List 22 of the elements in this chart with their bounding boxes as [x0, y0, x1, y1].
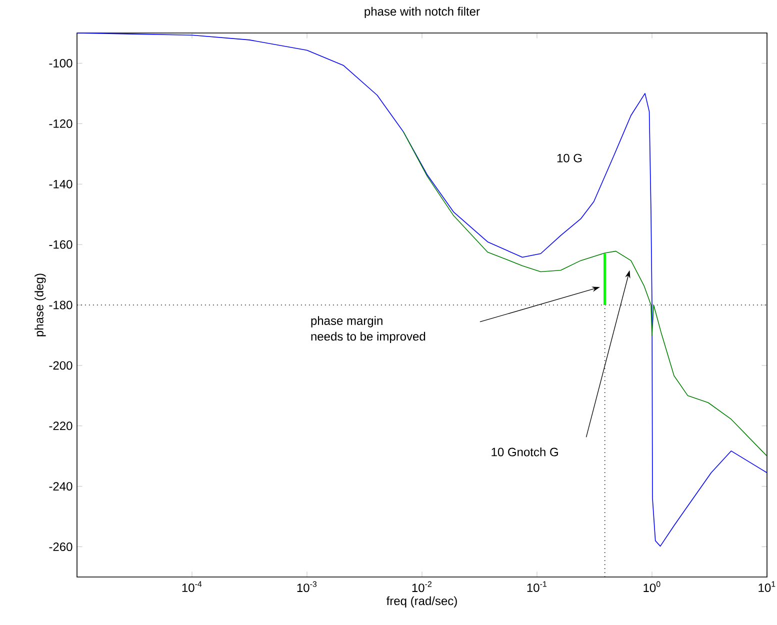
chart-title: phase with notch filter: [364, 6, 480, 18]
y-tick-label: -200: [49, 361, 72, 370]
x-axis-title: freq (rad/sec): [386, 596, 457, 608]
annotation: 10 Gnotch G: [492, 447, 558, 456]
y-tick-label: -220: [49, 422, 72, 430]
y-tick-label: -260: [49, 542, 72, 552]
x-tick-label: 10$^{1}$: [758, 581, 776, 592]
y-tick-label: -120: [49, 119, 72, 128]
y-axis-title: phase (deg): [34, 274, 46, 336]
annotation: phase margin: [311, 316, 382, 328]
annotation: 10 G: [557, 154, 582, 162]
y-tick-label: -240: [49, 482, 72, 491]
y-tick-label: -100: [49, 58, 72, 68]
x-tick-label: 10$^{-1}$: [527, 581, 546, 592]
x-tick-label: 10$^{-2}$: [412, 581, 432, 592]
x-tick-label: 10$^{0}$: [644, 581, 660, 592]
x-tick-label: 10$^{-4}$: [182, 581, 202, 592]
x-tick-label: 10$^{-3}$: [297, 581, 317, 592]
y-tick-label: -180: [49, 300, 72, 310]
y-tick-label: -160: [49, 240, 72, 249]
y-tick-label: -140: [49, 180, 72, 188]
annotation: needs to be improved: [311, 332, 426, 344]
